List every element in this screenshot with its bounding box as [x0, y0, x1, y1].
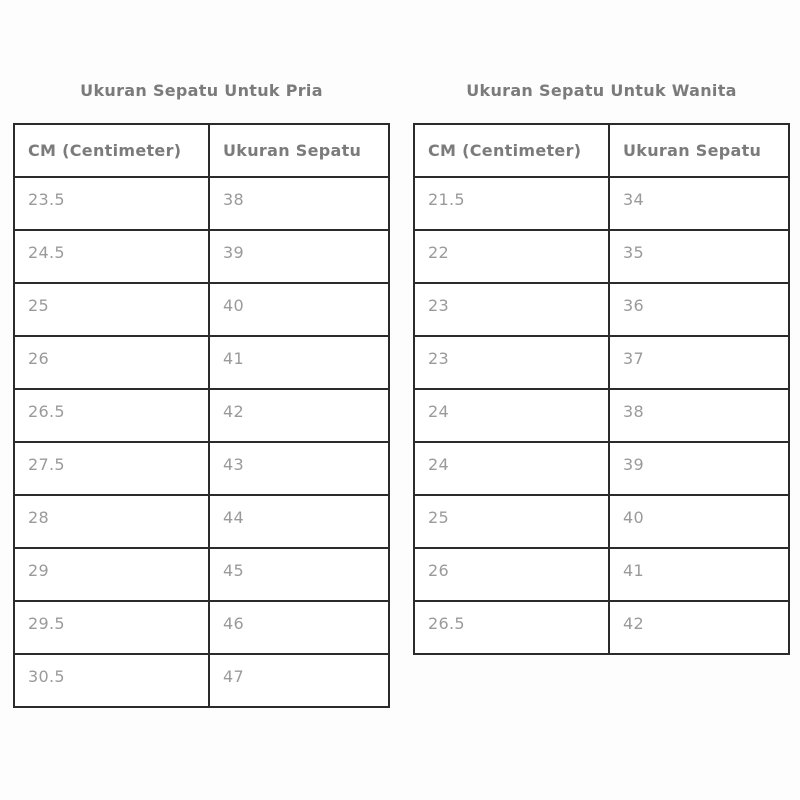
cm-value-cell: 26	[413, 547, 610, 602]
cm-column-header: CM (Centimeter)	[13, 123, 210, 178]
size-value-cell: 44	[208, 494, 390, 549]
women-size-table-body: 21.5 34 22 35 23 36 23 37 24 38 24 39 25 40 26 41 26.5 42	[413, 176, 790, 655]
size-value-cell: 34	[608, 176, 790, 231]
cm-column-header: CM (Centimeter)	[413, 123, 610, 178]
cm-value-cell: 26	[13, 335, 210, 390]
size-value-cell: 38	[208, 176, 390, 231]
cm-value-cell: 27.5	[13, 441, 210, 496]
table-row: 23 36	[413, 282, 790, 337]
size-column-header: Ukuran Sepatu	[608, 123, 790, 178]
cm-value-cell: 21.5	[413, 176, 610, 231]
cm-value-cell: 22	[413, 229, 610, 284]
cm-value-cell: 29	[13, 547, 210, 602]
men-size-table-body: 23.5 38 24.5 39 25 40 26 41 26.5 42 27.5 43 28 44 29 45…	[13, 176, 390, 708]
women-size-chart-title: Ukuran Sepatu Untuk Wanita	[466, 81, 737, 100]
table-row: 26.5 42	[413, 600, 790, 655]
cm-value-cell: 24	[413, 388, 610, 443]
table-row: 26 41	[13, 335, 390, 390]
table-row: 29 45	[13, 547, 390, 602]
men-size-chart-title: Ukuran Sepatu Untuk Pria	[80, 81, 323, 100]
cm-value-cell: 26.5	[413, 600, 610, 655]
size-value-cell: 43	[208, 441, 390, 496]
table-header-row: CM (Centimeter) Ukuran Sepatu	[413, 123, 790, 178]
cm-value-cell: 25	[13, 282, 210, 337]
men-size-table: CM (Centimeter) Ukuran Sepatu 23.5 38 24.5…	[13, 123, 390, 708]
size-value-cell: 35	[608, 229, 790, 284]
cm-value-cell: 23	[413, 335, 610, 390]
table-header-row: CM (Centimeter) Ukuran Sepatu	[13, 123, 390, 178]
table-row: 21.5 34	[413, 176, 790, 231]
size-column-header: Ukuran Sepatu	[208, 123, 390, 178]
table-row: 22 35	[413, 229, 790, 284]
table-row: 23.5 38	[13, 176, 390, 231]
size-value-cell: 42	[608, 600, 790, 655]
size-value-cell: 39	[608, 441, 790, 496]
size-value-cell: 46	[208, 600, 390, 655]
table-row: 23 37	[413, 335, 790, 390]
table-row: 24 39	[413, 441, 790, 496]
size-value-cell: 37	[608, 335, 790, 390]
cm-value-cell: 26.5	[13, 388, 210, 443]
table-row: 26 41	[413, 547, 790, 602]
size-value-cell: 36	[608, 282, 790, 337]
table-row: 28 44	[13, 494, 390, 549]
table-row: 25 40	[413, 494, 790, 549]
cm-value-cell: 30.5	[13, 653, 210, 708]
cm-value-cell: 25	[413, 494, 610, 549]
size-value-cell: 38	[608, 388, 790, 443]
table-row: 24.5 39	[13, 229, 390, 284]
table-row: 25 40	[13, 282, 390, 337]
size-value-cell: 40	[608, 494, 790, 549]
women-size-table: CM (Centimeter) Ukuran Sepatu 21.5 34 22 35…	[413, 123, 790, 655]
cm-value-cell: 24	[413, 441, 610, 496]
size-value-cell: 39	[208, 229, 390, 284]
cm-value-cell: 23	[413, 282, 610, 337]
table-row: 26.5 42	[13, 388, 390, 443]
cm-value-cell: 23.5	[13, 176, 210, 231]
size-value-cell: 42	[208, 388, 390, 443]
size-value-cell: 41	[608, 547, 790, 602]
table-row: 27.5 43	[13, 441, 390, 496]
cm-value-cell: 28	[13, 494, 210, 549]
men-size-chart-section: Ukuran Sepatu Untuk Pria CM (Centimeter)…	[13, 82, 390, 708]
table-row: 30.5 47	[13, 653, 390, 708]
men-size-table-header: CM (Centimeter) Ukuran Sepatu	[13, 123, 390, 178]
cm-value-cell: 24.5	[13, 229, 210, 284]
cm-value-cell: 29.5	[13, 600, 210, 655]
size-value-cell: 41	[208, 335, 390, 390]
women-size-table-header: CM (Centimeter) Ukuran Sepatu	[413, 123, 790, 178]
size-value-cell: 47	[208, 653, 390, 708]
table-row: 29.5 46	[13, 600, 390, 655]
size-value-cell: 40	[208, 282, 390, 337]
table-row: 24 38	[413, 388, 790, 443]
women-size-chart-section: Ukuran Sepatu Untuk Wanita CM (Centimete…	[413, 82, 790, 655]
size-value-cell: 45	[208, 547, 390, 602]
